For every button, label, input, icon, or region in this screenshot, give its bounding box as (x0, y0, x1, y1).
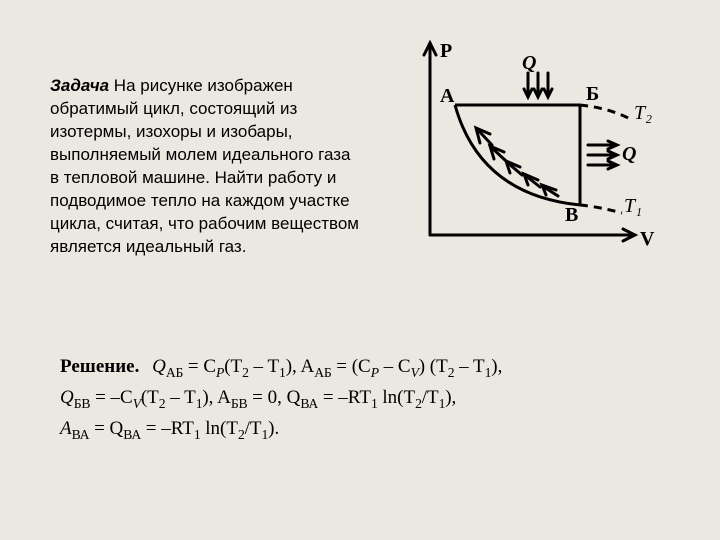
solution-line-2: QБВ = –CV(T2 – T1), AБВ = 0, QВА = –RT1 … (60, 383, 660, 414)
svg-text:T₂: T₂ (634, 102, 652, 124)
svg-text:Б: Б (586, 83, 599, 105)
pv-diagram: P V А Б В Q Q T₁ T₂ (400, 35, 660, 255)
svg-text:Q: Q (622, 143, 636, 165)
svg-text:В: В (565, 204, 578, 226)
solution-line-1: Решение. QАБ = CP(T2 – T1), AАБ = (CP – … (60, 352, 660, 383)
solution-label: Решение. (60, 356, 139, 377)
svg-text:T₁: T₁ (624, 195, 642, 217)
problem-body: На рисунке изображен обратимый цикл, сос… (50, 76, 359, 256)
svg-text:Q: Q (522, 52, 536, 74)
solution-line-3: AВА = QВА = –RT1 ln(T2/T1). (60, 414, 660, 445)
solution-block: Решение. QАБ = CP(T2 – T1), AАБ = (CP – … (60, 352, 660, 445)
page: Задача На рисунке изображен обратимый ци… (0, 0, 720, 540)
svg-text:А: А (440, 85, 455, 107)
pv-diagram-svg: P V А Б В Q Q T₁ T₂ (400, 35, 660, 255)
svg-text:P: P (440, 40, 452, 62)
problem-lead: Задача (50, 76, 109, 95)
svg-text:V: V (640, 228, 655, 250)
problem-text: Задача На рисунке изображен обратимый ци… (50, 75, 360, 259)
